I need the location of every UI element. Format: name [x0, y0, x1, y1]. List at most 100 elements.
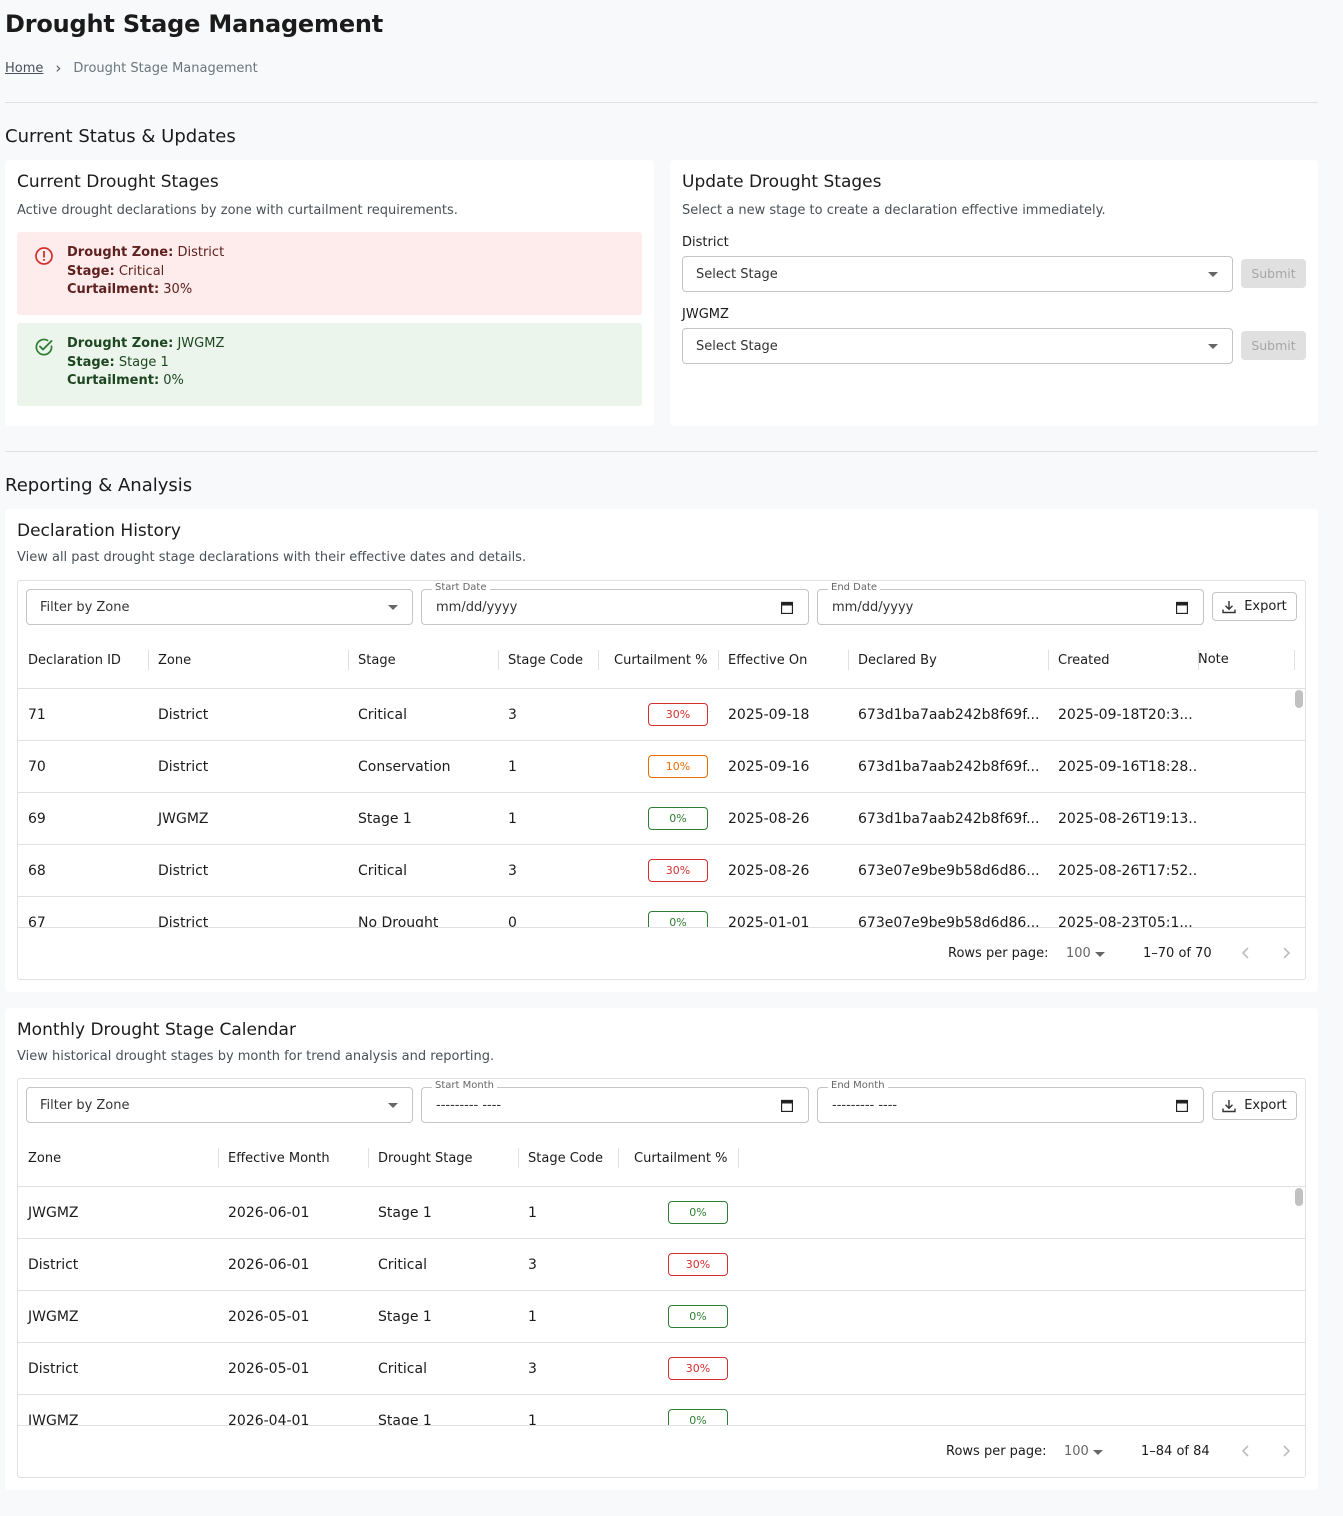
scrollbar-thumb[interactable]: [1295, 690, 1303, 708]
history-zone-filter[interactable]: Filter by Zone: [26, 589, 413, 625]
divider: [5, 451, 1318, 452]
calendar-zone-filter[interactable]: Filter by Zone: [26, 1087, 413, 1123]
chevron-right-icon[interactable]: [1281, 945, 1291, 961]
cell-zone: District: [28, 1257, 79, 1273]
district-label: District: [682, 235, 729, 250]
chevron-down-icon[interactable]: [1093, 1450, 1103, 1455]
scrollbar-thumb[interactable]: [1295, 1188, 1303, 1206]
cell-code: 3: [508, 707, 517, 723]
cell-id: 71: [28, 707, 46, 723]
cell-id: 69: [28, 811, 46, 827]
chevron-down-icon: [388, 1103, 398, 1108]
rows-per-page-select[interactable]: 100: [1064, 1444, 1089, 1459]
download-icon: [1222, 600, 1236, 613]
cell-created: 2025-08-26T19:13...: [1058, 811, 1198, 827]
calendar-export-button[interactable]: Export: [1212, 1091, 1297, 1120]
curtailment-chip: 0%: [648, 807, 708, 830]
calendar-icon[interactable]: [1176, 601, 1188, 614]
chevron-left-icon[interactable]: [1241, 945, 1251, 961]
check-circle-icon: [35, 338, 53, 356]
col-zone[interactable]: Zone: [28, 1150, 62, 1166]
chevron-down-icon: [388, 605, 398, 610]
history-start-date[interactable]: mm/dd/yyyy: [421, 589, 809, 625]
jwgmz-submit-button[interactable]: Submit: [1241, 331, 1306, 360]
chevron-right-icon[interactable]: [1281, 1443, 1291, 1459]
start-date-label: Start Date: [432, 582, 490, 593]
district-stage-select[interactable]: Select Stage: [682, 256, 1233, 292]
table-row[interactable]: District 2026-06-01 Critical 3 30%: [18, 1239, 1305, 1291]
chevron-down-icon: [1208, 272, 1218, 277]
history-title: Declaration History: [17, 521, 181, 541]
cell-declared-by: 673d1ba7aab242b8f69f...: [858, 707, 1040, 723]
pagination-range: 1–70 of 70: [1143, 946, 1212, 961]
curtailment-chip: 30%: [648, 859, 708, 882]
table-row[interactable]: JWGMZ 2026-06-01 Stage 1 1 0%: [18, 1187, 1305, 1239]
chevron-down-icon[interactable]: [1095, 952, 1105, 957]
calendar-card: Monthly Drought Stage Calendar View hist…: [5, 1008, 1318, 1490]
cell-stage: Critical: [358, 707, 407, 723]
calendar-pagination: Rows per page: 100 1–84 of 84: [18, 1425, 1305, 1477]
pagination-range: 1–84 of 84: [1141, 1444, 1210, 1459]
cell-effective: 2025-08-26: [728, 863, 810, 879]
col-note[interactable]: Note: [1198, 651, 1229, 667]
alert-curtailment-value: 0%: [163, 373, 184, 388]
table-row[interactable]: 69 JWGMZ Stage 1 1 0% 2025-08-26 673d1ba…: [18, 793, 1305, 845]
table-row[interactable]: 68 District Critical 3 30% 2025-08-26 67…: [18, 845, 1305, 897]
col-curtailment[interactable]: Curtailment %: [614, 652, 708, 668]
col-zone[interactable]: Zone: [158, 652, 192, 668]
table-row[interactable]: 70 District Conservation 1 10% 2025-09-1…: [18, 741, 1305, 793]
col-stage[interactable]: Stage: [358, 652, 396, 668]
col-effective-on[interactable]: Effective On: [728, 652, 808, 668]
history-export-button[interactable]: Export: [1212, 592, 1297, 621]
table-row[interactable]: 71 District Critical 3 30% 2025-09-18 67…: [18, 689, 1305, 741]
col-created[interactable]: Created: [1058, 652, 1110, 668]
district-submit-button[interactable]: Submit: [1241, 259, 1306, 288]
col-stage-code[interactable]: Stage Code: [508, 652, 583, 668]
table-row[interactable]: JWGMZ 2026-04-01 Stage 1 1 0%: [18, 1395, 1305, 1426]
cell-code: 0: [508, 915, 517, 928]
calendar-icon[interactable]: [1176, 1099, 1188, 1112]
curtailment-chip: 30%: [668, 1357, 728, 1380]
curtailment-chip: 30%: [668, 1253, 728, 1276]
col-declaration-id[interactable]: Declaration ID: [28, 652, 121, 668]
col-curtailment[interactable]: Curtailment %: [634, 1150, 728, 1166]
curtailment-chip: 0%: [648, 911, 708, 928]
jwgmz-stage-select[interactable]: Select Stage: [682, 328, 1233, 364]
col-drought-stage[interactable]: Drought Stage: [378, 1150, 473, 1166]
cell-month: 2026-06-01: [228, 1205, 310, 1221]
current-stages-subtitle: Active drought declarations by zone with…: [17, 203, 458, 218]
cell-stage: Stage 1: [358, 811, 412, 827]
table-row[interactable]: District 2026-05-01 Critical 3 30%: [18, 1343, 1305, 1395]
update-stages-title: Update Drought Stages: [682, 172, 882, 192]
cell-created: 2025-08-26T17:52...: [1058, 863, 1198, 879]
divider: [5, 102, 1318, 103]
chevron-right-icon: ›: [55, 59, 62, 77]
calendar-icon[interactable]: [781, 601, 793, 614]
cell-effective: 2025-08-26: [728, 811, 810, 827]
calendar-subtitle: View historical drought stages by month …: [17, 1049, 495, 1064]
breadcrumb-home-link[interactable]: Home: [5, 60, 44, 76]
cell-code: 1: [508, 759, 517, 775]
col-effective-month[interactable]: Effective Month: [228, 1150, 330, 1166]
history-grid: Filter by Zone mm/dd/yyyy Start Date mm/…: [17, 580, 1306, 980]
cell-zone: District: [158, 915, 209, 928]
cell-zone: JWGMZ: [158, 811, 209, 827]
curtailment-chip: 30%: [648, 703, 708, 726]
table-row[interactable]: JWGMZ 2026-05-01 Stage 1 1 0%: [18, 1291, 1305, 1343]
cell-declared-by: 673e07e9be9b58d6d86...: [858, 915, 1040, 928]
cell-created: 2025-09-16T18:28...: [1058, 759, 1198, 775]
calendar-icon[interactable]: [781, 1099, 793, 1112]
chevron-left-icon[interactable]: [1241, 1443, 1251, 1459]
calendar-start-month[interactable]: --------- ----: [421, 1087, 809, 1123]
table-row[interactable]: 67 District No Drought 0 0% 2025-01-01 6…: [18, 897, 1305, 928]
history-end-date[interactable]: mm/dd/yyyy: [817, 589, 1204, 625]
history-table-body: 71 District Critical 3 30% 2025-09-18 67…: [18, 689, 1305, 928]
col-stage-code[interactable]: Stage Code: [528, 1150, 603, 1166]
calendar-end-month[interactable]: --------- ----: [817, 1087, 1204, 1123]
jwgmz-label: JWGMZ: [682, 307, 729, 322]
rows-per-page-select[interactable]: 100: [1066, 946, 1091, 961]
cell-month: 2026-05-01: [228, 1361, 310, 1377]
current-stages-card: Current Drought Stages Active drought de…: [5, 160, 654, 426]
col-declared-by[interactable]: Declared By: [858, 652, 937, 668]
update-stages-card: Update Drought Stages Select a new stage…: [670, 160, 1318, 426]
